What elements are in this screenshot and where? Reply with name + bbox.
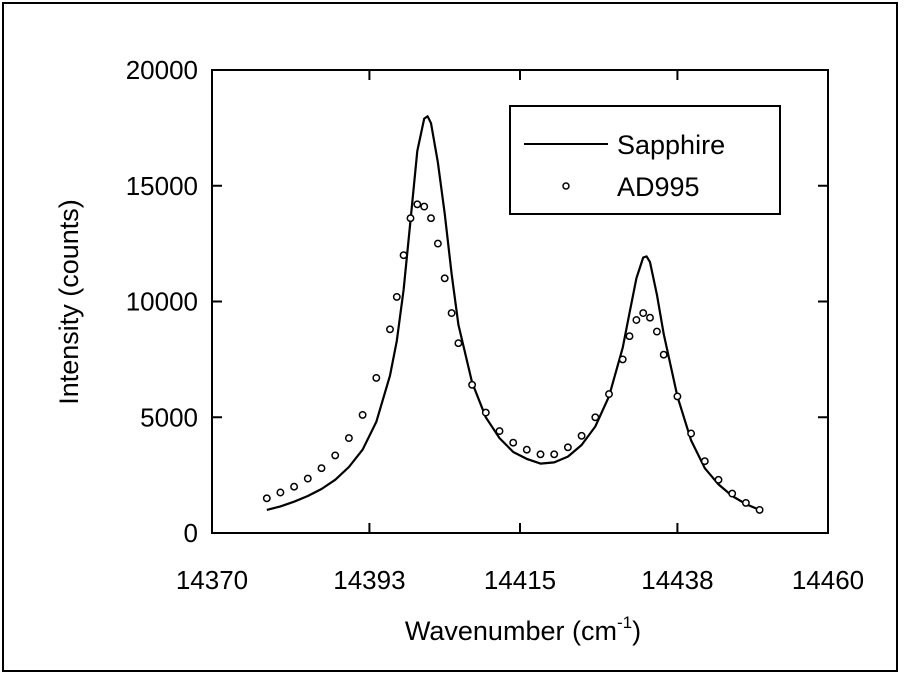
y-tick-label: 10000 xyxy=(126,287,198,317)
data-point-ad995 xyxy=(652,327,661,336)
data-point-ad995 xyxy=(290,482,299,491)
data-point-ad995 xyxy=(605,390,613,399)
data-point-ad995 xyxy=(639,309,648,318)
data-point-ad995 xyxy=(591,413,600,422)
data-point-ad995 xyxy=(358,410,367,419)
data-point-ad995 xyxy=(536,450,545,459)
y-tick-label: 0 xyxy=(184,518,198,548)
data-point-ad995 xyxy=(399,251,408,260)
data-point-ad995 xyxy=(386,325,394,334)
data-point-ad995 xyxy=(632,316,641,324)
data-point-ad995 xyxy=(317,464,326,473)
data-point-ad995 xyxy=(276,488,285,497)
data-point-ad995 xyxy=(433,239,442,248)
y-tick-label: 20000 xyxy=(126,55,198,85)
data-point-ad995 xyxy=(646,313,654,322)
series-layer xyxy=(262,115,764,514)
data-point-ad995 xyxy=(303,474,312,483)
data-point-ad995 xyxy=(413,200,422,209)
data-point-ad995 xyxy=(440,274,449,283)
data-point-ad995 xyxy=(372,373,381,382)
legend-label-sapphire: Sapphire xyxy=(617,130,725,160)
x-tick-label: 14393 xyxy=(333,565,405,595)
data-point-ad995 xyxy=(447,309,456,318)
y-tick-label: 5000 xyxy=(140,402,198,432)
x-axis: 14370 14393 14415 14438 14460 xyxy=(176,70,864,595)
x-axis-label: Wavenumber (cm-1) xyxy=(405,613,641,646)
data-point-ad995 xyxy=(406,214,415,223)
data-point-ad995 xyxy=(741,498,750,507)
x-tick-label: 14460 xyxy=(792,565,864,595)
data-point-ad995 xyxy=(577,431,586,440)
legend-box xyxy=(509,105,781,215)
x-tick-label: 14370 xyxy=(176,565,248,595)
data-point-ad995 xyxy=(714,475,723,484)
data-point-ad995 xyxy=(659,350,668,359)
x-axis-label-close: ) xyxy=(632,616,641,646)
data-point-ad995 xyxy=(522,445,531,454)
data-point-ad995 xyxy=(550,450,559,459)
data-point-ad995 xyxy=(755,505,764,514)
data-point-ad995 xyxy=(495,427,504,436)
legend-swatch-ad995 xyxy=(562,182,570,190)
x-axis-label-superscript: -1 xyxy=(617,613,632,632)
data-point-ad995 xyxy=(420,202,429,211)
data-point-ad995 xyxy=(344,434,353,443)
data-point-ad995 xyxy=(687,429,696,438)
data-point-ad995 xyxy=(509,438,518,447)
data-point-ad995 xyxy=(728,489,737,498)
y-tick-label: 15000 xyxy=(126,171,198,201)
data-point-ad995 xyxy=(262,494,271,503)
series-line-sapphire xyxy=(266,115,761,511)
y-axis-label: Intensity (counts) xyxy=(54,199,84,405)
legend-label-ad995: AD995 xyxy=(617,172,700,202)
data-point-ad995 xyxy=(625,332,634,341)
y-axis: 0 5000 10000 15000 20000 xyxy=(126,55,828,548)
data-point-ad995 xyxy=(454,339,463,348)
data-point-ad995 xyxy=(673,392,682,401)
data-point-ad995 xyxy=(331,451,340,460)
series-markers-ad995 xyxy=(262,200,764,514)
data-point-ad995 xyxy=(481,408,490,417)
data-point-ad995 xyxy=(618,355,627,364)
data-point-ad995 xyxy=(700,457,709,466)
data-point-ad995 xyxy=(392,292,401,301)
x-tick-label: 14438 xyxy=(641,565,713,595)
data-point-ad995 xyxy=(563,443,572,452)
data-point-ad995 xyxy=(468,380,477,389)
legend: Sapphire AD995 xyxy=(509,105,781,215)
data-point-ad995 xyxy=(427,214,435,223)
x-axis-label-main: Wavenumber (cm xyxy=(405,616,617,646)
x-tick-label: 14415 xyxy=(484,565,556,595)
